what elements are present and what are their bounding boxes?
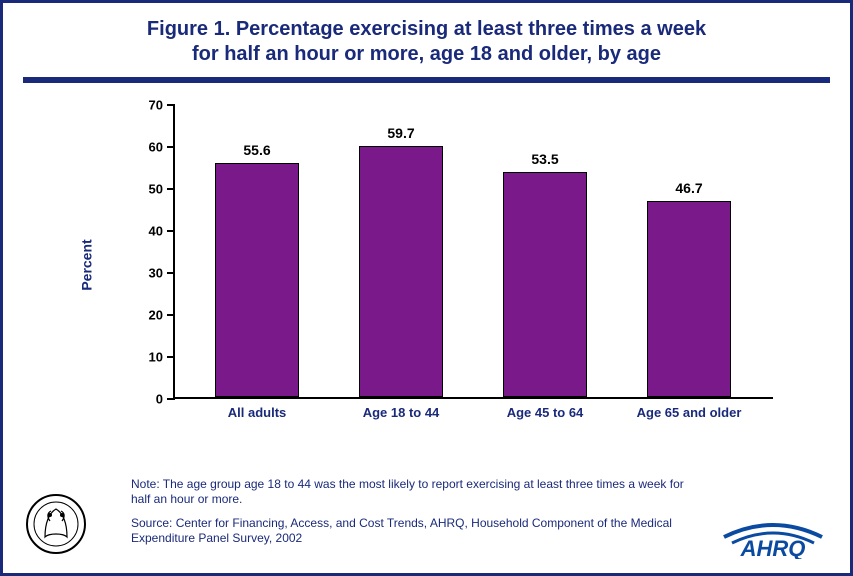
ahrq-logo: AHRQ bbox=[718, 519, 828, 559]
bar: 55.6 bbox=[215, 163, 299, 397]
x-tick-label: Age 18 to 44 bbox=[363, 397, 440, 420]
bar-chart: Percent 01020304050607055.6All adults59.… bbox=[133, 95, 830, 435]
y-tick-label: 50 bbox=[149, 182, 175, 197]
figure-title: Figure 1. Percentage exercising at least… bbox=[23, 13, 830, 77]
x-tick-label: Age 65 and older bbox=[637, 397, 742, 420]
y-tick-label: 60 bbox=[149, 140, 175, 155]
bar-value-label: 59.7 bbox=[387, 125, 414, 147]
hhs-seal-icon bbox=[25, 493, 87, 555]
y-tick-label: 40 bbox=[149, 224, 175, 239]
bar: 59.7 bbox=[359, 146, 443, 397]
footnotes: Note: The age group age 18 to 44 was the… bbox=[131, 477, 690, 555]
title-line-2: for half an hour or more, age 18 and old… bbox=[63, 42, 790, 67]
source-text: Source: Center for Financing, Access, an… bbox=[131, 516, 690, 547]
plot-area: 01020304050607055.6All adults59.7Age 18 … bbox=[173, 105, 773, 399]
y-tick-label: 70 bbox=[149, 98, 175, 113]
ahrq-logo-text: AHRQ bbox=[740, 536, 806, 559]
y-tick-label: 20 bbox=[149, 308, 175, 323]
bar-value-label: 46.7 bbox=[675, 180, 702, 202]
x-tick-label: Age 45 to 64 bbox=[507, 397, 584, 420]
divider-rule bbox=[23, 77, 830, 83]
y-axis-label: Percent bbox=[79, 239, 95, 290]
x-tick-label: All adults bbox=[228, 397, 287, 420]
note-text: Note: The age group age 18 to 44 was the… bbox=[131, 477, 690, 508]
bar-value-label: 53.5 bbox=[531, 151, 558, 173]
y-tick-label: 30 bbox=[149, 266, 175, 281]
title-line-1: Figure 1. Percentage exercising at least… bbox=[63, 17, 790, 42]
y-tick-label: 10 bbox=[149, 350, 175, 365]
bar-value-label: 55.6 bbox=[243, 142, 270, 164]
y-tick-label: 0 bbox=[156, 392, 175, 407]
figure-frame: Figure 1. Percentage exercising at least… bbox=[0, 0, 853, 576]
bar: 53.5 bbox=[503, 172, 587, 397]
bar: 46.7 bbox=[647, 201, 731, 397]
